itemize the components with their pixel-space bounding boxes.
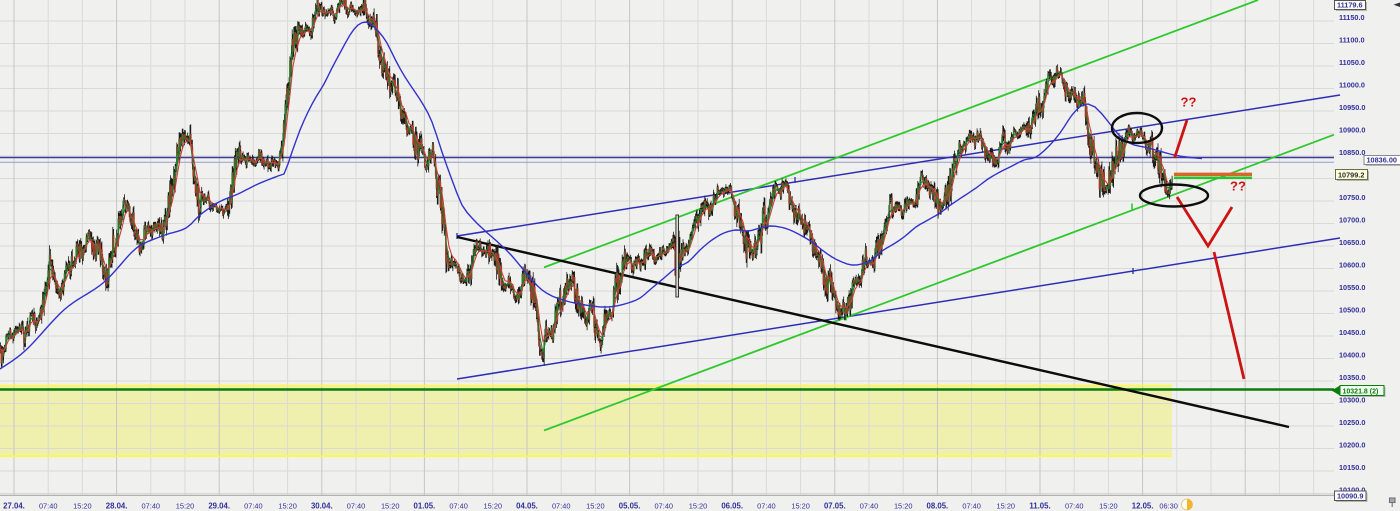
svg-text:10799.2: 10799.2 <box>1338 170 1364 179</box>
svg-text:29.04.: 29.04. <box>208 502 230 511</box>
svg-text:07:40: 07:40 <box>962 502 981 511</box>
svg-text:11.05.: 11.05. <box>1029 502 1050 511</box>
svg-text:07:40: 07:40 <box>347 502 366 511</box>
svg-text:08.05.: 08.05. <box>927 502 949 511</box>
svg-text:15:20: 15:20 <box>484 502 503 511</box>
svg-text:??: ?? <box>1181 95 1197 110</box>
svg-text:06:30: 06:30 <box>1159 502 1178 511</box>
svg-text:10550.0: 10550.0 <box>1339 283 1365 292</box>
svg-text:04.05.: 04.05. <box>516 502 538 511</box>
svg-text:10400.0: 10400.0 <box>1339 351 1365 360</box>
svg-text:10200.0: 10200.0 <box>1339 441 1365 450</box>
svg-text:15:20: 15:20 <box>381 502 400 511</box>
svg-text:10100.0: 10100.0 <box>1339 486 1365 495</box>
svg-text:07:40: 07:40 <box>552 502 571 511</box>
svg-text:15:20: 15:20 <box>278 502 297 511</box>
svg-text:10750.0: 10750.0 <box>1339 193 1365 202</box>
svg-text:07:40: 07:40 <box>860 502 879 511</box>
svg-text:10650.0: 10650.0 <box>1339 238 1365 247</box>
svg-text:07:40: 07:40 <box>449 502 468 511</box>
svg-text:10450.0: 10450.0 <box>1339 328 1365 337</box>
svg-text:07:40: 07:40 <box>655 502 674 511</box>
svg-text:11150.0: 11150.0 <box>1339 13 1365 22</box>
svg-text:10600.0: 10600.0 <box>1339 261 1365 270</box>
svg-text:11100.0: 11100.0 <box>1339 36 1365 45</box>
svg-text:10950.0: 10950.0 <box>1339 103 1365 112</box>
svg-text:11050.0: 11050.0 <box>1339 58 1365 67</box>
svg-text:11000.0: 11000.0 <box>1339 81 1365 90</box>
svg-text:10350.0: 10350.0 <box>1339 373 1365 382</box>
svg-text:10321.8 (2): 10321.8 (2) <box>1343 388 1379 395</box>
svg-text:10700.0: 10700.0 <box>1339 216 1365 225</box>
svg-text:15:20: 15:20 <box>176 502 195 511</box>
svg-text:05.05.: 05.05. <box>619 502 641 511</box>
svg-text:01.05.: 01.05. <box>414 502 436 511</box>
svg-text:27.04.: 27.04. <box>3 502 25 511</box>
svg-text:07:40: 07:40 <box>39 502 58 511</box>
svg-text:15:20: 15:20 <box>791 502 810 511</box>
svg-text:10150.0: 10150.0 <box>1339 463 1365 472</box>
svg-text:12.05.: 12.05. <box>1132 502 1154 511</box>
svg-text:15:20: 15:20 <box>689 502 708 511</box>
svg-text:07:40: 07:40 <box>244 502 263 511</box>
svg-text:07.05.: 07.05. <box>824 502 846 511</box>
svg-text:15:20: 15:20 <box>997 502 1016 511</box>
svg-text:10836.00: 10836.00 <box>1367 155 1397 164</box>
svg-text:10900.0: 10900.0 <box>1339 126 1365 135</box>
svg-text:15:20: 15:20 <box>586 502 605 511</box>
svg-text:??: ?? <box>1230 179 1246 194</box>
svg-text:10090.9: 10090.9 <box>1337 491 1363 500</box>
svg-text:15:20: 15:20 <box>1099 502 1118 511</box>
svg-text:10250.0: 10250.0 <box>1339 418 1365 427</box>
svg-text:28.04.: 28.04. <box>106 502 128 511</box>
svg-text:07:40: 07:40 <box>142 502 161 511</box>
svg-text:07:40: 07:40 <box>1065 502 1084 511</box>
svg-text:15:20: 15:20 <box>73 502 92 511</box>
svg-text:06.05.: 06.05. <box>721 502 743 511</box>
svg-text:07:40: 07:40 <box>757 502 776 511</box>
svg-text:30.04.: 30.04. <box>311 502 333 511</box>
svg-text:10850.0: 10850.0 <box>1339 148 1365 157</box>
svg-text:11179.6: 11179.6 <box>1337 0 1363 9</box>
svg-text:10500.0: 10500.0 <box>1339 306 1365 315</box>
svg-text:10300.0: 10300.0 <box>1339 396 1365 405</box>
svg-text:15:20: 15:20 <box>894 502 913 511</box>
